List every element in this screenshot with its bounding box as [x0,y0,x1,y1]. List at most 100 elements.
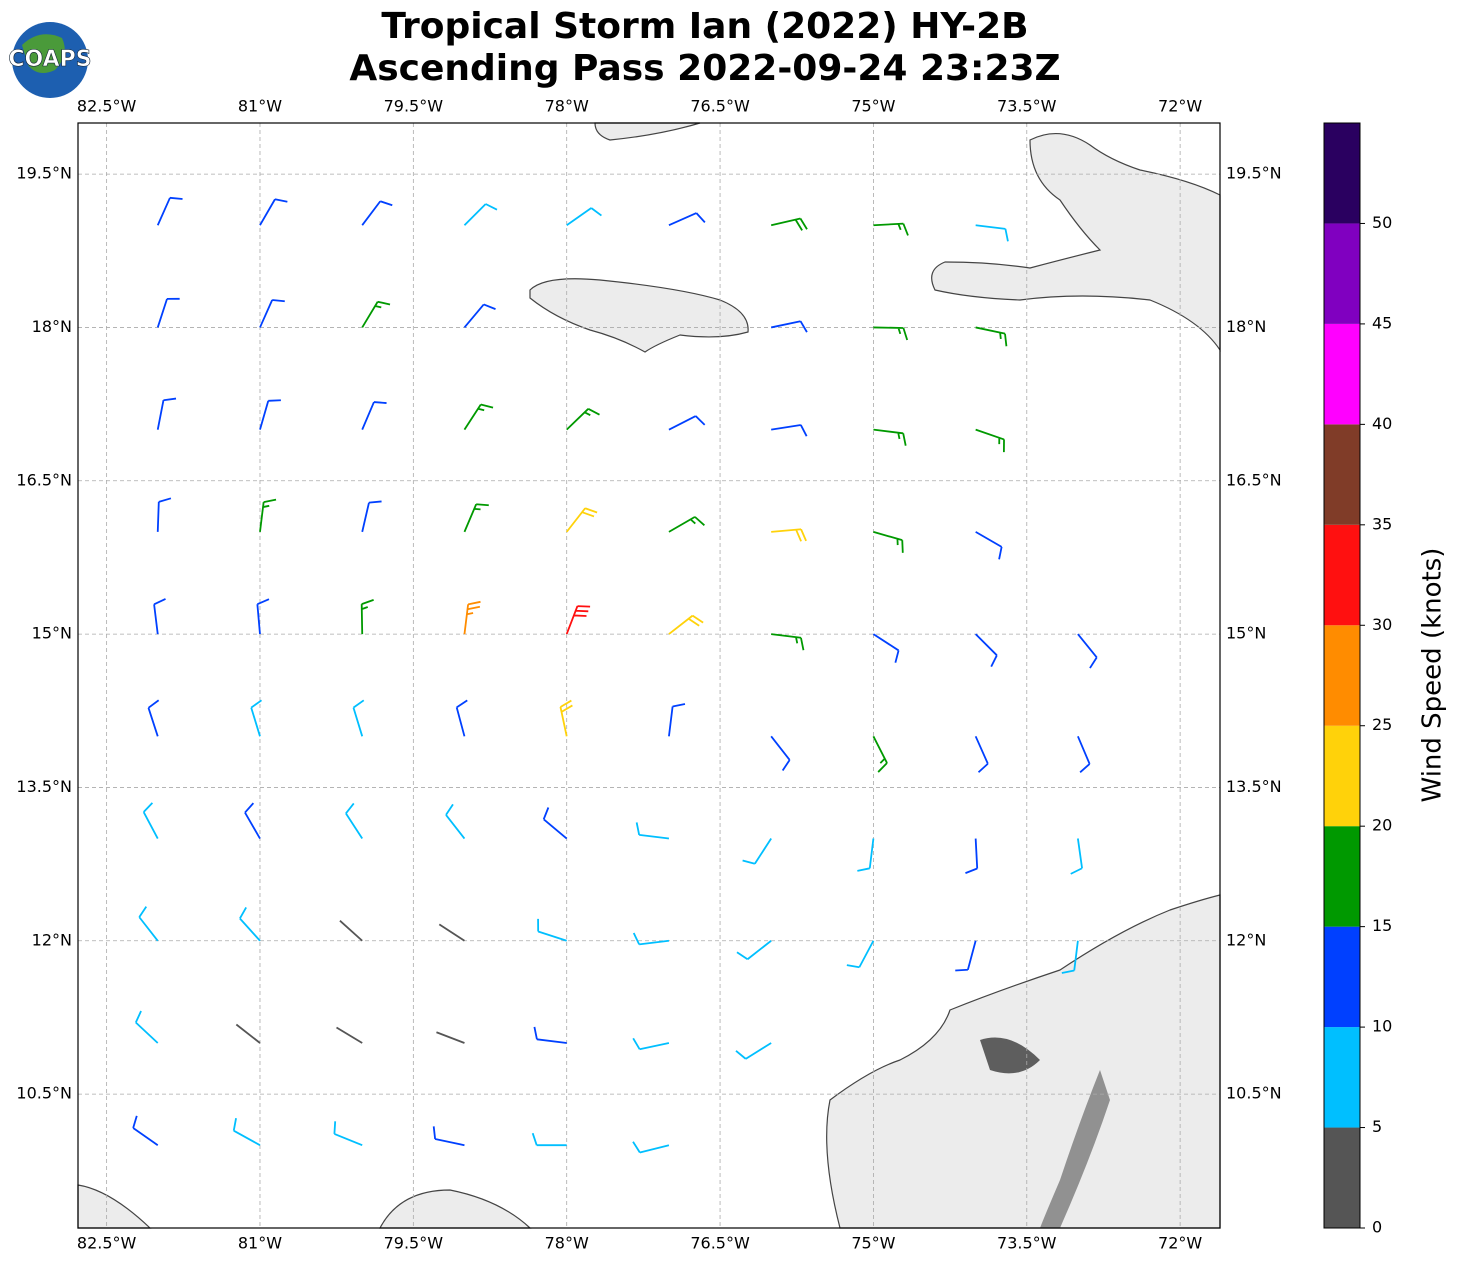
wind-barb [955,940,977,972]
x-tick-label-bottom: 72°W [1158,1234,1202,1253]
title-line-2: Ascending Pass 2022-09-24 23:23Z [349,48,1060,89]
wind-barb [259,399,281,430]
wind-barb [668,212,706,227]
wind-barb [873,326,909,341]
wind-barb [857,838,875,872]
colorbar-tick-label: 25 [1372,715,1392,734]
wind-barb [635,822,670,840]
wind-barb [455,699,468,737]
wind-barb [565,507,598,533]
wind-barb [132,1115,159,1146]
y-tick-label-right: 10.5°N [1226,1084,1282,1103]
colorbar-tick-label: 20 [1372,816,1392,835]
map-frame [77,122,1221,1229]
wind-barb [559,699,573,737]
title-line-1: Tropical Storm Ian (2022) HY-2B [381,6,1028,47]
x-tick-label-top: 76.5°W [690,97,750,116]
wind-barb [134,1010,159,1044]
colorbar-bin [1324,1127,1360,1228]
wind-barb [235,1023,261,1044]
wind-barb [463,600,481,635]
wind-barb [339,920,363,942]
andes [1040,1070,1110,1228]
y-tick-label-left: 10.5°N [16,1084,72,1103]
wind-barb [872,633,900,663]
wind-barb [668,516,705,533]
wind-barb [333,1121,363,1147]
wind-barb [770,735,791,771]
wind-barb [533,1026,567,1044]
wind-barb [156,497,172,532]
wind-barb [975,531,1003,560]
y-tick-label-right: 19.5°N [1226,164,1282,183]
wind-barb [361,300,391,328]
y-tick-label-left: 15°N [32,624,72,643]
colorbar-tick-label: 10 [1372,1017,1392,1036]
colorbar-tick-label: 40 [1372,414,1392,433]
wind-barb [846,940,875,969]
wind-barb [632,932,670,946]
wind-barb [974,735,989,773]
wind-barb [360,599,374,635]
ticks: 82.5°W 82.5°W 81°W 81°W 79.5°W 79.5°W 78°W 78°W… [16,97,1281,1253]
logo: COAPS [8,22,92,98]
wind-barb [668,703,686,737]
colorbar-tick-label: 0 [1372,1218,1382,1237]
wind-barb [742,838,772,865]
x-tick-label-bottom: 81°W [238,1234,282,1253]
colorbar-bin [1324,123,1360,224]
wind-barb [873,428,907,446]
wind-barb [873,222,909,236]
x-tick-label-bottom: 76.5°W [690,1234,750,1253]
colorbar-bin [1324,826,1360,927]
wind-barb [872,735,888,773]
y-tick-label-right: 13.5°N [1226,777,1282,796]
wind-barb [770,320,808,333]
wind-barb [975,633,998,668]
wind-barb [147,699,160,737]
panama [379,1189,532,1229]
wind-barb [250,699,263,737]
wind-barb [632,1037,670,1051]
colorbar-tick-label: 50 [1372,213,1392,232]
wind-barb [153,598,166,635]
colorbar-bin [1324,524,1360,626]
wind-barb [632,1141,670,1154]
wind-barb [965,838,979,874]
wind-barb [142,802,159,839]
logo-text: COAPS [8,47,91,72]
y-tick-label-left: 16.5°N [16,470,72,489]
x-tick-label-bottom: 73.5°W [997,1234,1057,1253]
y-tick-label-left: 18°N [32,317,72,336]
colorbar-tick-label: 45 [1372,313,1392,332]
colorbar-bin [1324,625,1360,726]
colorbar-tick-label: 30 [1372,615,1392,634]
wind-barb [352,699,365,737]
wind-barb [244,802,261,839]
wind-barb [361,500,382,533]
cuba [594,122,701,141]
y-tick-label-right: 18°N [1226,317,1266,336]
wind-barb [668,415,706,431]
wind-barb [463,403,494,431]
colorbar-tick-label: 15 [1372,916,1392,935]
grid [78,123,1220,1228]
x-tick-label-bottom: 79.5°W [384,1234,444,1253]
colorbar-tick-label: 35 [1372,514,1392,533]
wind-barb [256,598,270,635]
wind-barb [771,424,808,437]
wind-barb [770,217,808,231]
x-tick-label-top: 82.5°W [77,97,137,116]
wind-barb [1077,633,1098,669]
wind-barb [566,408,600,431]
wind-barb [361,200,393,226]
wind-barb [156,196,183,226]
x-tick-label-top: 73.5°W [997,97,1057,116]
colorbar-tick-label: 5 [1372,1117,1382,1136]
x-tick-label-top: 78°W [545,97,589,116]
wind-barb [438,923,465,942]
logo-land [22,34,65,74]
hispaniola [931,132,1221,352]
colorbar-bin [1324,223,1360,324]
wind-barb [239,907,261,942]
